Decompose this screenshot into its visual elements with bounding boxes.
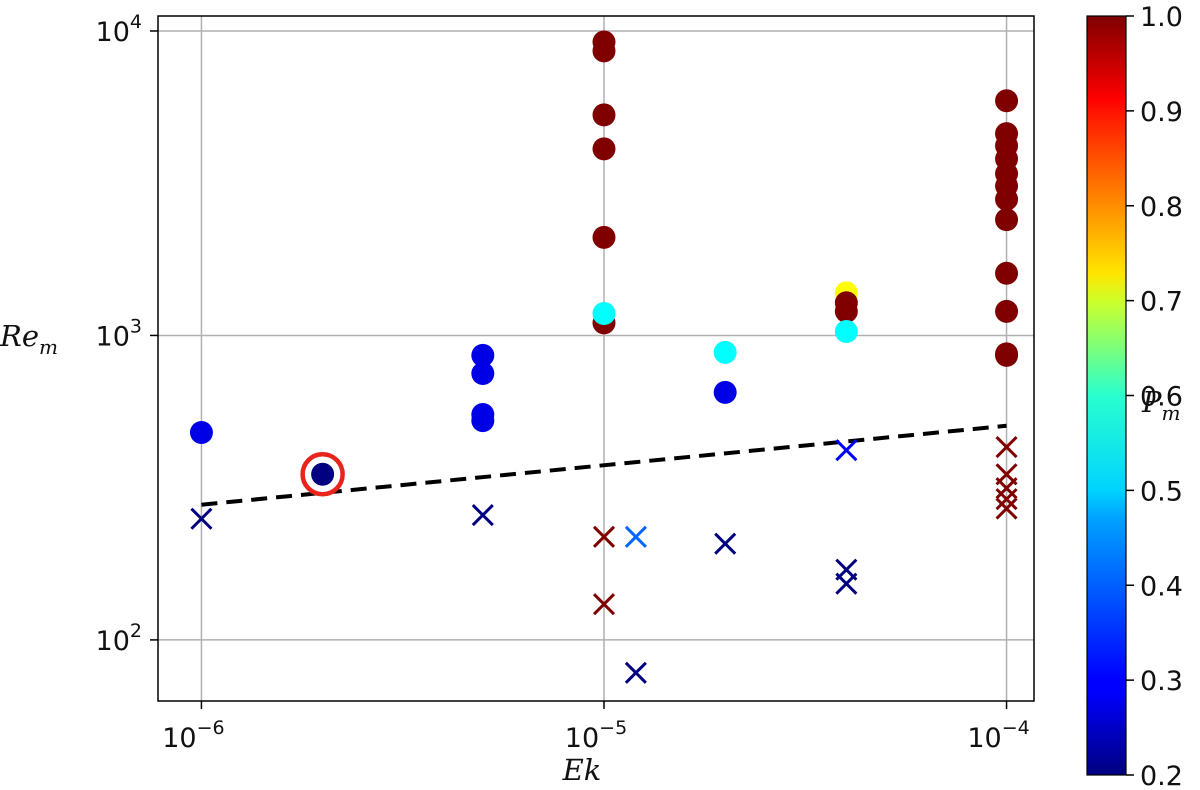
dynamo-point — [713, 340, 737, 364]
dynamo-point — [189, 420, 213, 444]
dynamo-point — [834, 299, 858, 323]
y-tick-label: 102 — [96, 620, 142, 657]
failed-point — [835, 572, 858, 595]
colorbar-ticks: 0.2 0.3 0.4 0.5 0.6 0.7 0.8 0.9 1.0 — [1126, 2, 1183, 790]
y-axis-ticks: 102 103 104 — [96, 11, 158, 657]
dynamo-point — [592, 103, 616, 127]
failed-point — [624, 525, 647, 548]
x-tick-label: 10−5 — [565, 717, 627, 754]
dynamo-point — [995, 343, 1019, 367]
dynamo-point — [592, 137, 616, 161]
y-tick-label: 103 — [96, 315, 142, 352]
dynamo-point — [592, 39, 616, 63]
failed-point — [995, 497, 1018, 520]
colorbar-tick-label: 0.5 — [1140, 476, 1183, 507]
failed-point — [592, 525, 616, 548]
colorbar-gradient — [1086, 15, 1127, 776]
dynamo-point — [995, 89, 1019, 113]
failed-point — [995, 488, 1018, 511]
colorbar-tick-label: 0.9 — [1140, 97, 1183, 128]
x-tick-label: 10−4 — [967, 717, 1029, 754]
colorbar-tick-label: 0.6 — [1140, 382, 1183, 413]
x-axis-label: Ek — [562, 753, 602, 787]
colorbar-tick-label: 0.2 — [1140, 761, 1183, 790]
failed-point — [995, 435, 1018, 459]
failed-point — [471, 504, 494, 527]
dynamo-point — [995, 208, 1019, 232]
failed-point — [835, 439, 858, 462]
colorbar-tick-label: 0.7 — [1140, 287, 1183, 318]
dynamo-point — [995, 299, 1019, 323]
x-tick-label: 10−6 — [162, 717, 224, 754]
dynamo-point — [995, 187, 1019, 211]
failed-point — [995, 477, 1018, 500]
failed-point — [592, 593, 616, 616]
colorbar-tick-label: 0.3 — [1140, 666, 1183, 697]
x-axis-ticks: 10−6 10−5 10−4 — [162, 701, 1030, 754]
dynamo-point — [311, 462, 335, 486]
failed-point — [714, 532, 737, 555]
y-tick-label: 104 — [96, 11, 142, 48]
dynamo-point — [834, 320, 858, 344]
dynamo-point — [995, 261, 1019, 285]
plot-frame — [157, 15, 1035, 702]
dynamo-point — [713, 380, 737, 404]
colorbar-tick-label: 0.4 — [1140, 571, 1183, 602]
dynamo-point — [592, 302, 616, 326]
failed-point — [624, 661, 647, 684]
failed-point — [190, 507, 213, 530]
colorbar-tick-label: 1.0 — [1140, 2, 1183, 33]
colorbar-tick-label: 0.8 — [1140, 192, 1183, 223]
y-axis-label: Rem — [0, 319, 58, 359]
dynamo-point — [471, 409, 495, 433]
data-points-layer — [189, 30, 1019, 684]
dynamo-point — [471, 343, 495, 367]
colorbar: 0.2 0.3 0.4 0.5 0.6 0.7 0.8 0.9 1.0 Pm — [1086, 2, 1183, 790]
colorbar-label: Pm — [1141, 385, 1180, 425]
dynamo-point — [471, 361, 495, 385]
dynamo-point — [592, 225, 616, 249]
